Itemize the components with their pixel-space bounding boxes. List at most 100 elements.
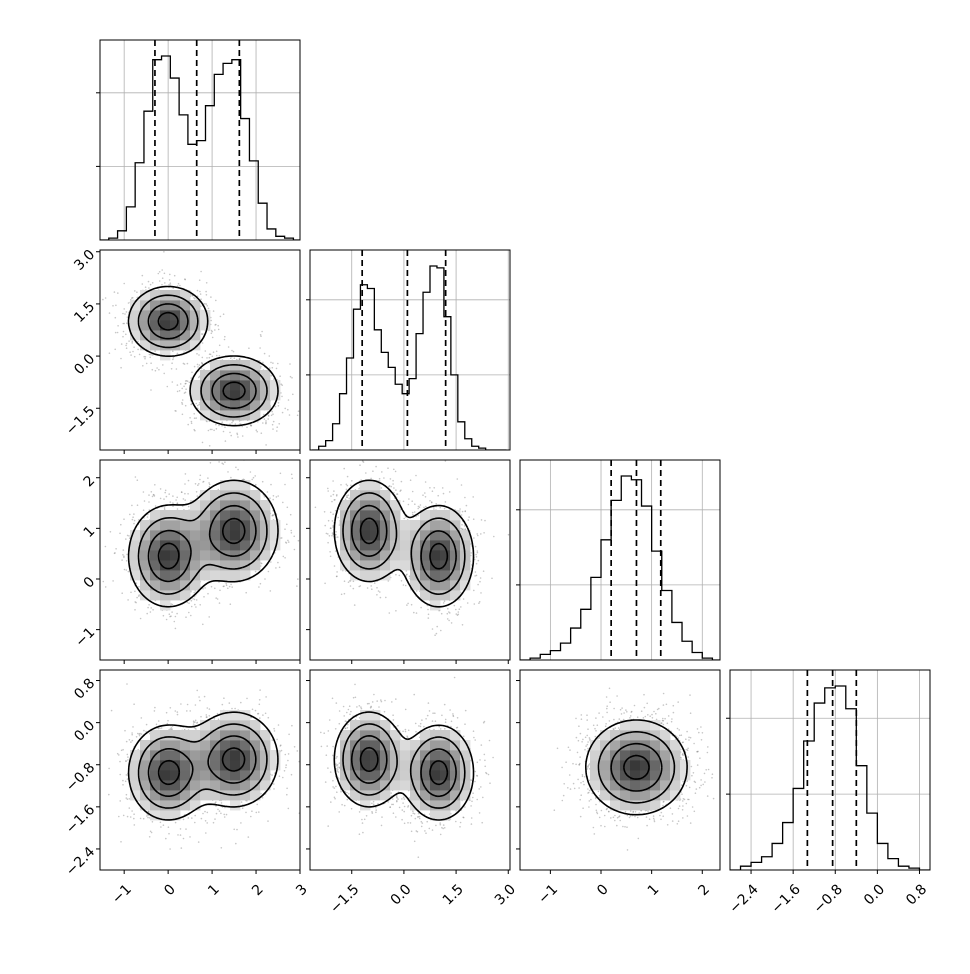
scatter-point xyxy=(216,428,218,430)
scatter-point xyxy=(163,498,165,500)
scatter-point xyxy=(176,613,178,615)
scatter-point xyxy=(134,591,136,593)
scatter-point xyxy=(194,604,196,606)
scatter-point xyxy=(117,325,119,327)
scatter-point xyxy=(164,492,166,494)
scatter-point xyxy=(264,496,266,498)
scatter-point xyxy=(220,316,222,318)
density-cell xyxy=(230,370,240,380)
scatter-point xyxy=(358,488,360,490)
scatter-point xyxy=(298,410,300,412)
density-cell xyxy=(230,480,240,490)
scatter-point xyxy=(131,505,133,507)
scatter-point xyxy=(184,279,186,281)
scatter-point xyxy=(194,366,196,368)
scatter-point xyxy=(260,583,262,585)
scatter-point xyxy=(177,508,179,510)
scatter-point xyxy=(185,473,187,475)
scatter-point xyxy=(285,542,287,544)
scatter-point xyxy=(213,310,215,312)
density-cell xyxy=(200,310,210,320)
scatter-point xyxy=(264,418,266,420)
scatter-point xyxy=(283,556,285,558)
density-cell xyxy=(220,570,230,580)
scatter-point xyxy=(284,408,286,410)
scatter-point xyxy=(230,357,232,359)
scatter-point xyxy=(134,290,136,292)
scatter-point xyxy=(199,479,201,481)
scatter-point xyxy=(441,613,443,615)
scatter-point xyxy=(228,346,230,348)
scatter-point xyxy=(176,497,178,499)
scatter-point xyxy=(149,354,151,356)
scatter-point xyxy=(436,633,438,635)
scatter-point xyxy=(279,375,281,377)
scatter-point xyxy=(210,320,212,322)
scatter-point xyxy=(335,510,337,512)
scatter-point xyxy=(198,354,200,356)
scatter-point xyxy=(336,495,338,497)
scatter-point xyxy=(207,477,209,479)
scatter-point xyxy=(476,575,478,577)
scatter-point xyxy=(461,484,463,486)
scatter-point xyxy=(202,624,204,626)
scatter-point xyxy=(202,333,204,335)
scatter-point xyxy=(273,421,275,423)
scatter-point xyxy=(218,329,220,331)
panel-2-0 xyxy=(68,442,323,629)
scatter-point xyxy=(150,607,152,609)
scatter-point xyxy=(188,506,190,508)
scatter-point xyxy=(480,577,482,579)
scatter-point xyxy=(197,484,199,486)
scatter-point xyxy=(217,325,219,327)
scatter-point xyxy=(191,606,193,608)
scatter-point xyxy=(297,578,299,580)
scatter-point xyxy=(196,403,198,405)
scatter-point xyxy=(147,516,149,518)
scatter-point xyxy=(284,528,286,530)
scatter-point xyxy=(253,477,255,479)
scatter-point xyxy=(189,417,191,419)
scatter-point xyxy=(191,423,193,425)
density-cell xyxy=(230,520,240,530)
scatter-point xyxy=(164,509,166,511)
panel-2-2 xyxy=(520,460,723,660)
panel-1-1 xyxy=(310,250,510,450)
scatter-point xyxy=(172,381,174,383)
scatter-point xyxy=(155,370,157,372)
scatter-point xyxy=(174,275,176,277)
scatter-point xyxy=(265,420,267,422)
scatter-point xyxy=(188,480,190,482)
scatter-point xyxy=(272,367,274,369)
scatter-point xyxy=(475,554,477,556)
scatter-point xyxy=(316,384,318,386)
scatter-point xyxy=(422,494,424,496)
scatter-point xyxy=(234,357,236,359)
scatter-point xyxy=(455,609,457,611)
scatter-point xyxy=(117,332,119,334)
scatter-point xyxy=(148,287,150,289)
scatter-point xyxy=(209,486,211,488)
scatter-point xyxy=(269,355,271,357)
scatter-point xyxy=(196,491,198,493)
scatter-point xyxy=(204,303,206,305)
scatter-point xyxy=(119,533,121,535)
scatter-point xyxy=(218,461,220,463)
scatter-point xyxy=(124,569,126,571)
scatter-point xyxy=(290,376,292,378)
scatter-point xyxy=(237,436,239,438)
scatter-point xyxy=(287,507,289,509)
scatter-point xyxy=(199,364,201,366)
scatter-point xyxy=(193,592,195,594)
scatter-point xyxy=(327,490,329,492)
scatter-point xyxy=(176,368,178,370)
scatter-point xyxy=(105,297,107,299)
scatter-point xyxy=(221,421,223,423)
scatter-point xyxy=(114,552,116,554)
scatter-point xyxy=(169,616,171,618)
scatter-point xyxy=(235,423,237,425)
scatter-point xyxy=(159,271,161,273)
scatter-point xyxy=(306,575,308,577)
scatter-point xyxy=(210,296,212,298)
scatter-point xyxy=(213,351,215,353)
